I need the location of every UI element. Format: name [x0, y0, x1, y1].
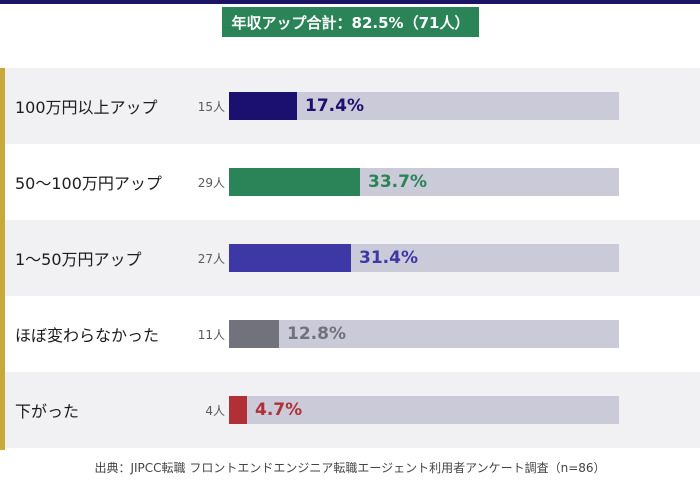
bar-track: 12.8% [229, 320, 619, 348]
bar-row: 100万円以上アップ 15人 17.4% [5, 68, 700, 144]
accent-bar [0, 68, 5, 450]
category-label: 1〜50万円アップ [15, 250, 142, 269]
category-label: ほぼ変わらなかった [15, 326, 160, 345]
count-label: 15人 [197, 99, 225, 114]
bar-fill [229, 320, 279, 348]
value-label: 31.4% [359, 248, 418, 268]
value-label: 33.7% [368, 172, 427, 192]
bar-row: 下がった 4人 4.7% [5, 372, 700, 448]
bar-fill [229, 92, 297, 120]
value-label: 17.4% [305, 96, 364, 116]
bar-fill [229, 396, 247, 424]
source-note: 出典：JIPCC転職 フロントエンドエンジニア転職エージェント利用者アンケート調… [94, 461, 606, 475]
value-label: 12.8% [287, 324, 346, 344]
count-label: 11人 [197, 327, 225, 342]
top-divider [0, 0, 700, 4]
count-label: 29人 [197, 175, 225, 190]
category-label: 下がった [15, 402, 80, 421]
bar-row: 1〜50万円アップ 27人 31.4% [5, 220, 700, 296]
bar-fill [229, 244, 351, 272]
count-label: 27人 [197, 251, 225, 266]
bar-track: 4.7% [229, 396, 619, 424]
count-label: 4人 [205, 403, 225, 418]
category-label: 100万円以上アップ [15, 98, 158, 117]
bar-track: 17.4% [229, 92, 619, 120]
bar-row: 50〜100万円アップ 29人 33.7% [5, 144, 700, 220]
bar-track: 33.7% [229, 168, 619, 196]
bar-fill [229, 168, 360, 196]
category-label: 50〜100万円アップ [15, 174, 162, 193]
summary-banner: 年収アップ合計：82.5%（71人） [222, 7, 479, 37]
bar-track: 31.4% [229, 244, 619, 272]
value-label: 4.7% [255, 400, 303, 420]
bar-row: ほぼ変わらなかった 11人 12.8% [5, 296, 700, 372]
